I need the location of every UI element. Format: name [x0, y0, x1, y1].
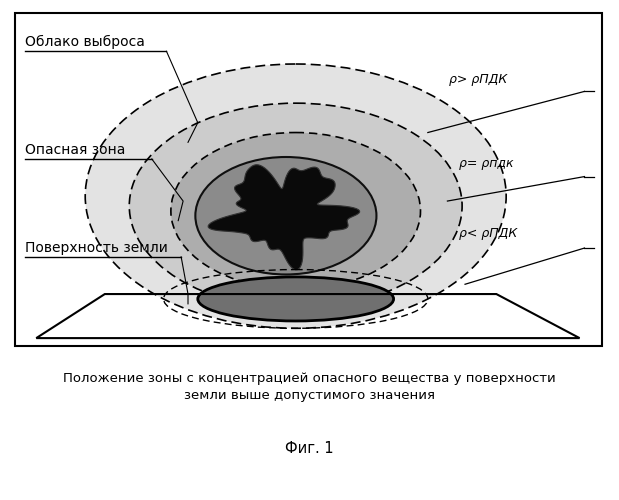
- Bar: [15, 13, 602, 346]
- Ellipse shape: [171, 132, 420, 289]
- Text: Фиг. 1: Фиг. 1: [285, 441, 334, 456]
- Text: Положение зоны с концентрацией опасного вещества у поверхности
земли выше допуст: Положение зоны с концентрацией опасного …: [63, 372, 556, 402]
- Text: Облако выброса: Облако выброса: [25, 35, 144, 50]
- Text: Поверхность земли: Поверхность земли: [25, 241, 167, 255]
- Text: ρ> ρПДК: ρ> ρПДК: [449, 72, 508, 86]
- Ellipse shape: [198, 277, 394, 321]
- Ellipse shape: [85, 64, 506, 328]
- Text: ρ= ρпдк: ρ= ρпдк: [459, 156, 514, 170]
- Polygon shape: [208, 164, 360, 270]
- Ellipse shape: [129, 103, 462, 308]
- Ellipse shape: [196, 157, 376, 274]
- Text: ρ< ρПДК: ρ< ρПДК: [459, 227, 517, 240]
- Text: Опасная зона: Опасная зона: [25, 143, 125, 157]
